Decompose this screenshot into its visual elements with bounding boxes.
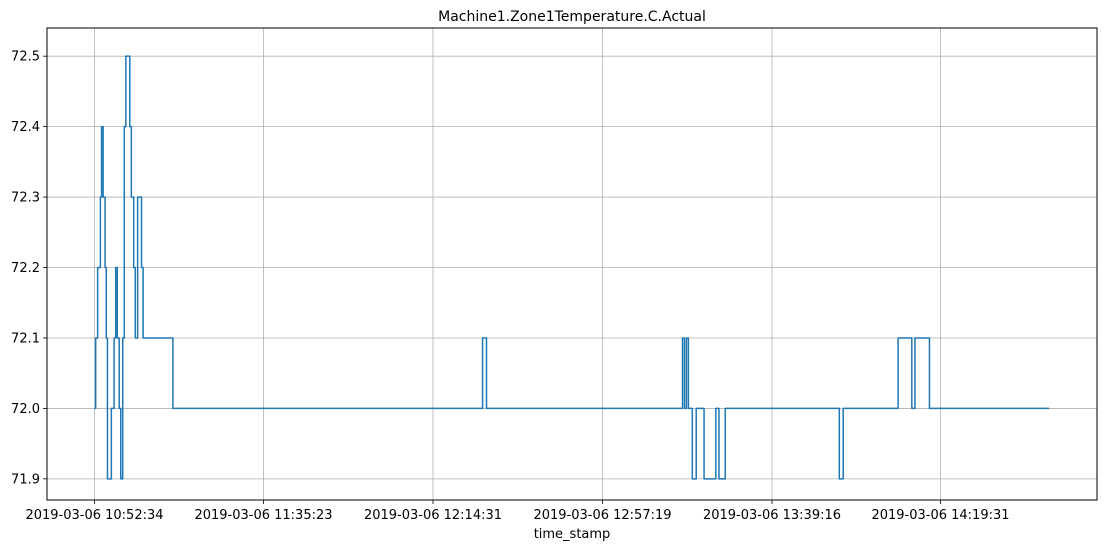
y-tick-label: 72.3 <box>11 191 40 206</box>
x-tick-label: 2019-03-06 14:19:31 <box>871 508 1009 523</box>
x-tick-label: 2019-03-06 10:52:34 <box>25 508 163 523</box>
axes-frame <box>46 27 1098 501</box>
x-axis-title: time_stamp <box>534 527 611 542</box>
x-tick-label: 2019-03-06 13:39:16 <box>703 508 841 523</box>
chart-title: Machine1.Zone1Temperature.C.Actual <box>438 9 706 25</box>
y-tick-label: 72.1 <box>11 331 40 346</box>
y-tick-label: 72.4 <box>11 120 40 135</box>
ticks: 2019-03-06 10:52:34 2019-03-06 11:35:23 20… <box>11 50 1009 523</box>
grid <box>47 28 1097 500</box>
y-tick-label: 72.2 <box>11 261 40 276</box>
series-group <box>94 55 1050 480</box>
series-line <box>94 55 1050 480</box>
x-tick-label: 2019-03-06 12:14:31 <box>364 508 502 523</box>
y-tick-label: 72.0 <box>11 402 40 417</box>
x-tick-label: 2019-03-06 11:35:23 <box>194 508 332 523</box>
y-tick-label: 72.5 <box>11 50 40 65</box>
y-tick-label: 71.9 <box>11 472 40 487</box>
x-tick-label: 2019-03-06 12:57:19 <box>533 508 671 523</box>
